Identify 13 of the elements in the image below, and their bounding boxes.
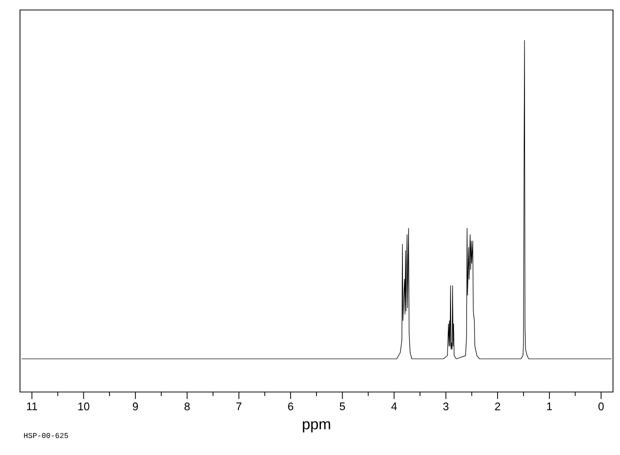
x-tick-label: 10 bbox=[78, 402, 90, 410]
x-tick-label: 0 bbox=[598, 402, 604, 410]
x-tick-label: 11 bbox=[27, 402, 38, 410]
x-axis-title: ppm bbox=[302, 421, 330, 432]
x-tick-label: 6 bbox=[288, 402, 294, 410]
x-tick-label: 8 bbox=[184, 402, 190, 410]
x-tick-label: 7 bbox=[236, 402, 242, 410]
x-tick-label: 4 bbox=[391, 402, 397, 410]
x-tick-label: 2 bbox=[495, 402, 500, 410]
x-tick-label: 5 bbox=[340, 402, 345, 410]
x-tick-label: 1 bbox=[547, 402, 552, 410]
x-tick-label: 3 bbox=[443, 402, 448, 410]
x-tick-label: 9 bbox=[132, 402, 138, 410]
